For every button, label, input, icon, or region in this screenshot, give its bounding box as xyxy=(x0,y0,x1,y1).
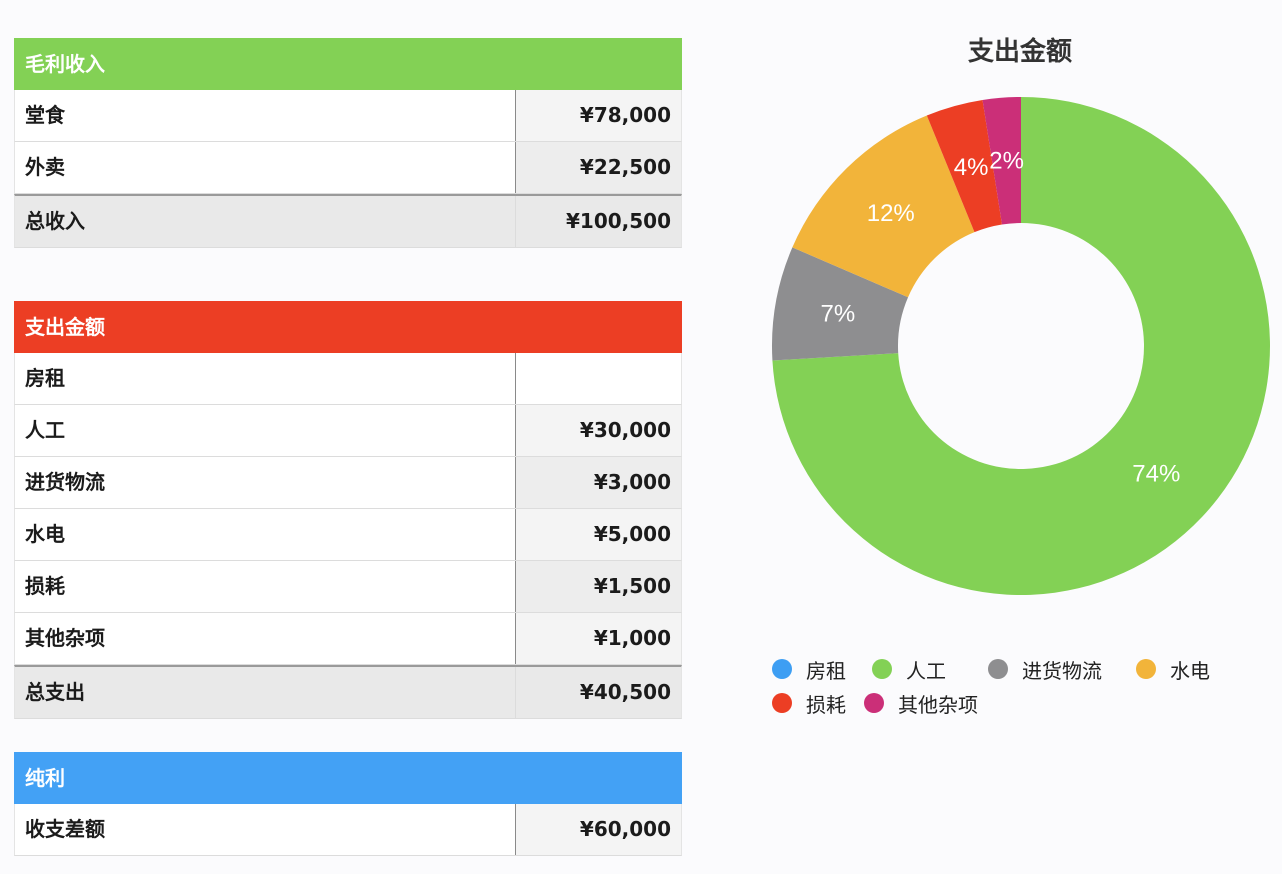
total-label: 总支出 xyxy=(15,667,516,718)
legend-label: 进货物流 xyxy=(1022,658,1102,683)
slice-percent-label: 2% xyxy=(989,148,1024,175)
row-label: 收支差额 xyxy=(15,804,516,855)
donut-slices xyxy=(772,97,1270,595)
row-label: 水电 xyxy=(15,509,516,560)
row-value: ¥60,000 xyxy=(516,804,681,855)
total-value: ¥100,500 xyxy=(516,196,681,247)
table-row: 其他杂项 ¥1,000 xyxy=(14,613,682,665)
row-label: 堂食 xyxy=(15,90,516,141)
expense-header: 支出金额 xyxy=(14,301,682,353)
chart-title: 支出金额 xyxy=(968,36,1072,66)
legend-swatch xyxy=(772,693,792,713)
row-value: ¥30,000 xyxy=(516,405,681,456)
row-label: 房租 xyxy=(15,353,516,404)
expense-donut-chart: 支出金额 74% 7% 12% 4% 2% xyxy=(772,36,1270,595)
row-value xyxy=(516,353,681,404)
income-table: 毛利收入 堂食 ¥78,000 外卖 ¥22,500 总收入 ¥100,500 xyxy=(14,38,682,248)
legend-swatch xyxy=(988,659,1008,679)
chart-legend: 房租 人工 进货物流 水电损耗 其他杂项 xyxy=(772,652,1272,720)
row-value: ¥22,500 xyxy=(516,142,681,193)
donut-slice-6 xyxy=(982,97,1021,225)
row-label: 人工 xyxy=(15,405,516,456)
total-label: 总收入 xyxy=(15,196,516,247)
legend-item: 房租 xyxy=(772,652,854,686)
legend-label: 房租 xyxy=(806,658,846,683)
legend-swatch xyxy=(872,659,892,679)
legend-label: 损耗 xyxy=(806,692,846,717)
legend-item: 其他杂项 xyxy=(864,686,978,720)
donut-slice-4 xyxy=(792,115,975,298)
table-row: 进货物流 ¥3,000 xyxy=(14,457,682,509)
total-row: 总收入 ¥100,500 xyxy=(14,194,682,248)
legend-item: 进货物流 xyxy=(988,652,1118,686)
slice-percent-label: 4% xyxy=(954,154,989,181)
legend-label: 水电 xyxy=(1170,658,1210,683)
row-label: 进货物流 xyxy=(15,457,516,508)
income-header: 毛利收入 xyxy=(14,38,682,90)
table-row: 人工 ¥30,000 xyxy=(14,405,682,457)
total-row: 总支出 ¥40,500 xyxy=(14,665,682,719)
legend-swatch xyxy=(864,693,884,713)
expense-table: 支出金额 房租 人工 ¥30,000 进货物流 ¥3,000 水电 ¥5,000… xyxy=(14,301,682,719)
row-label: 外卖 xyxy=(15,142,516,193)
row-value: ¥1,500 xyxy=(516,561,681,612)
table-row: 水电 ¥5,000 xyxy=(14,509,682,561)
slice-percent-label: 74% xyxy=(1132,461,1180,488)
table-row: 损耗 ¥1,500 xyxy=(14,561,682,613)
row-value: ¥78,000 xyxy=(516,90,681,141)
profit-table: 纯利 收支差额 ¥60,000 xyxy=(14,752,682,856)
legend-item: 损耗 xyxy=(772,686,846,720)
legend-item: 人工 xyxy=(872,652,970,686)
row-value: ¥1,000 xyxy=(516,613,681,664)
table-row: 房租 xyxy=(14,353,682,405)
table-row: 堂食 ¥78,000 xyxy=(14,90,682,142)
table-row: 收支差额 ¥60,000 xyxy=(14,804,682,856)
legend-swatch xyxy=(772,659,792,679)
row-value: ¥3,000 xyxy=(516,457,681,508)
total-value: ¥40,500 xyxy=(516,667,681,718)
donut-slice-3 xyxy=(772,247,909,361)
donut-labels: 74% 7% 12% 4% 2% xyxy=(820,148,1180,488)
slice-percent-label: 7% xyxy=(820,301,855,328)
donut-slice-2 xyxy=(772,97,1270,595)
legend-swatch xyxy=(1136,659,1156,679)
table-row: 外卖 ¥22,500 xyxy=(14,142,682,194)
legend-label: 人工 xyxy=(906,658,946,683)
row-label: 损耗 xyxy=(15,561,516,612)
profit-header: 纯利 xyxy=(14,752,682,804)
donut-slice-5 xyxy=(926,99,1002,233)
row-value: ¥5,000 xyxy=(516,509,681,560)
legend-item: 水电 xyxy=(1136,652,1210,686)
row-label: 其他杂项 xyxy=(15,613,516,664)
slice-percent-label: 12% xyxy=(867,200,915,227)
legend-label: 其他杂项 xyxy=(898,692,978,717)
